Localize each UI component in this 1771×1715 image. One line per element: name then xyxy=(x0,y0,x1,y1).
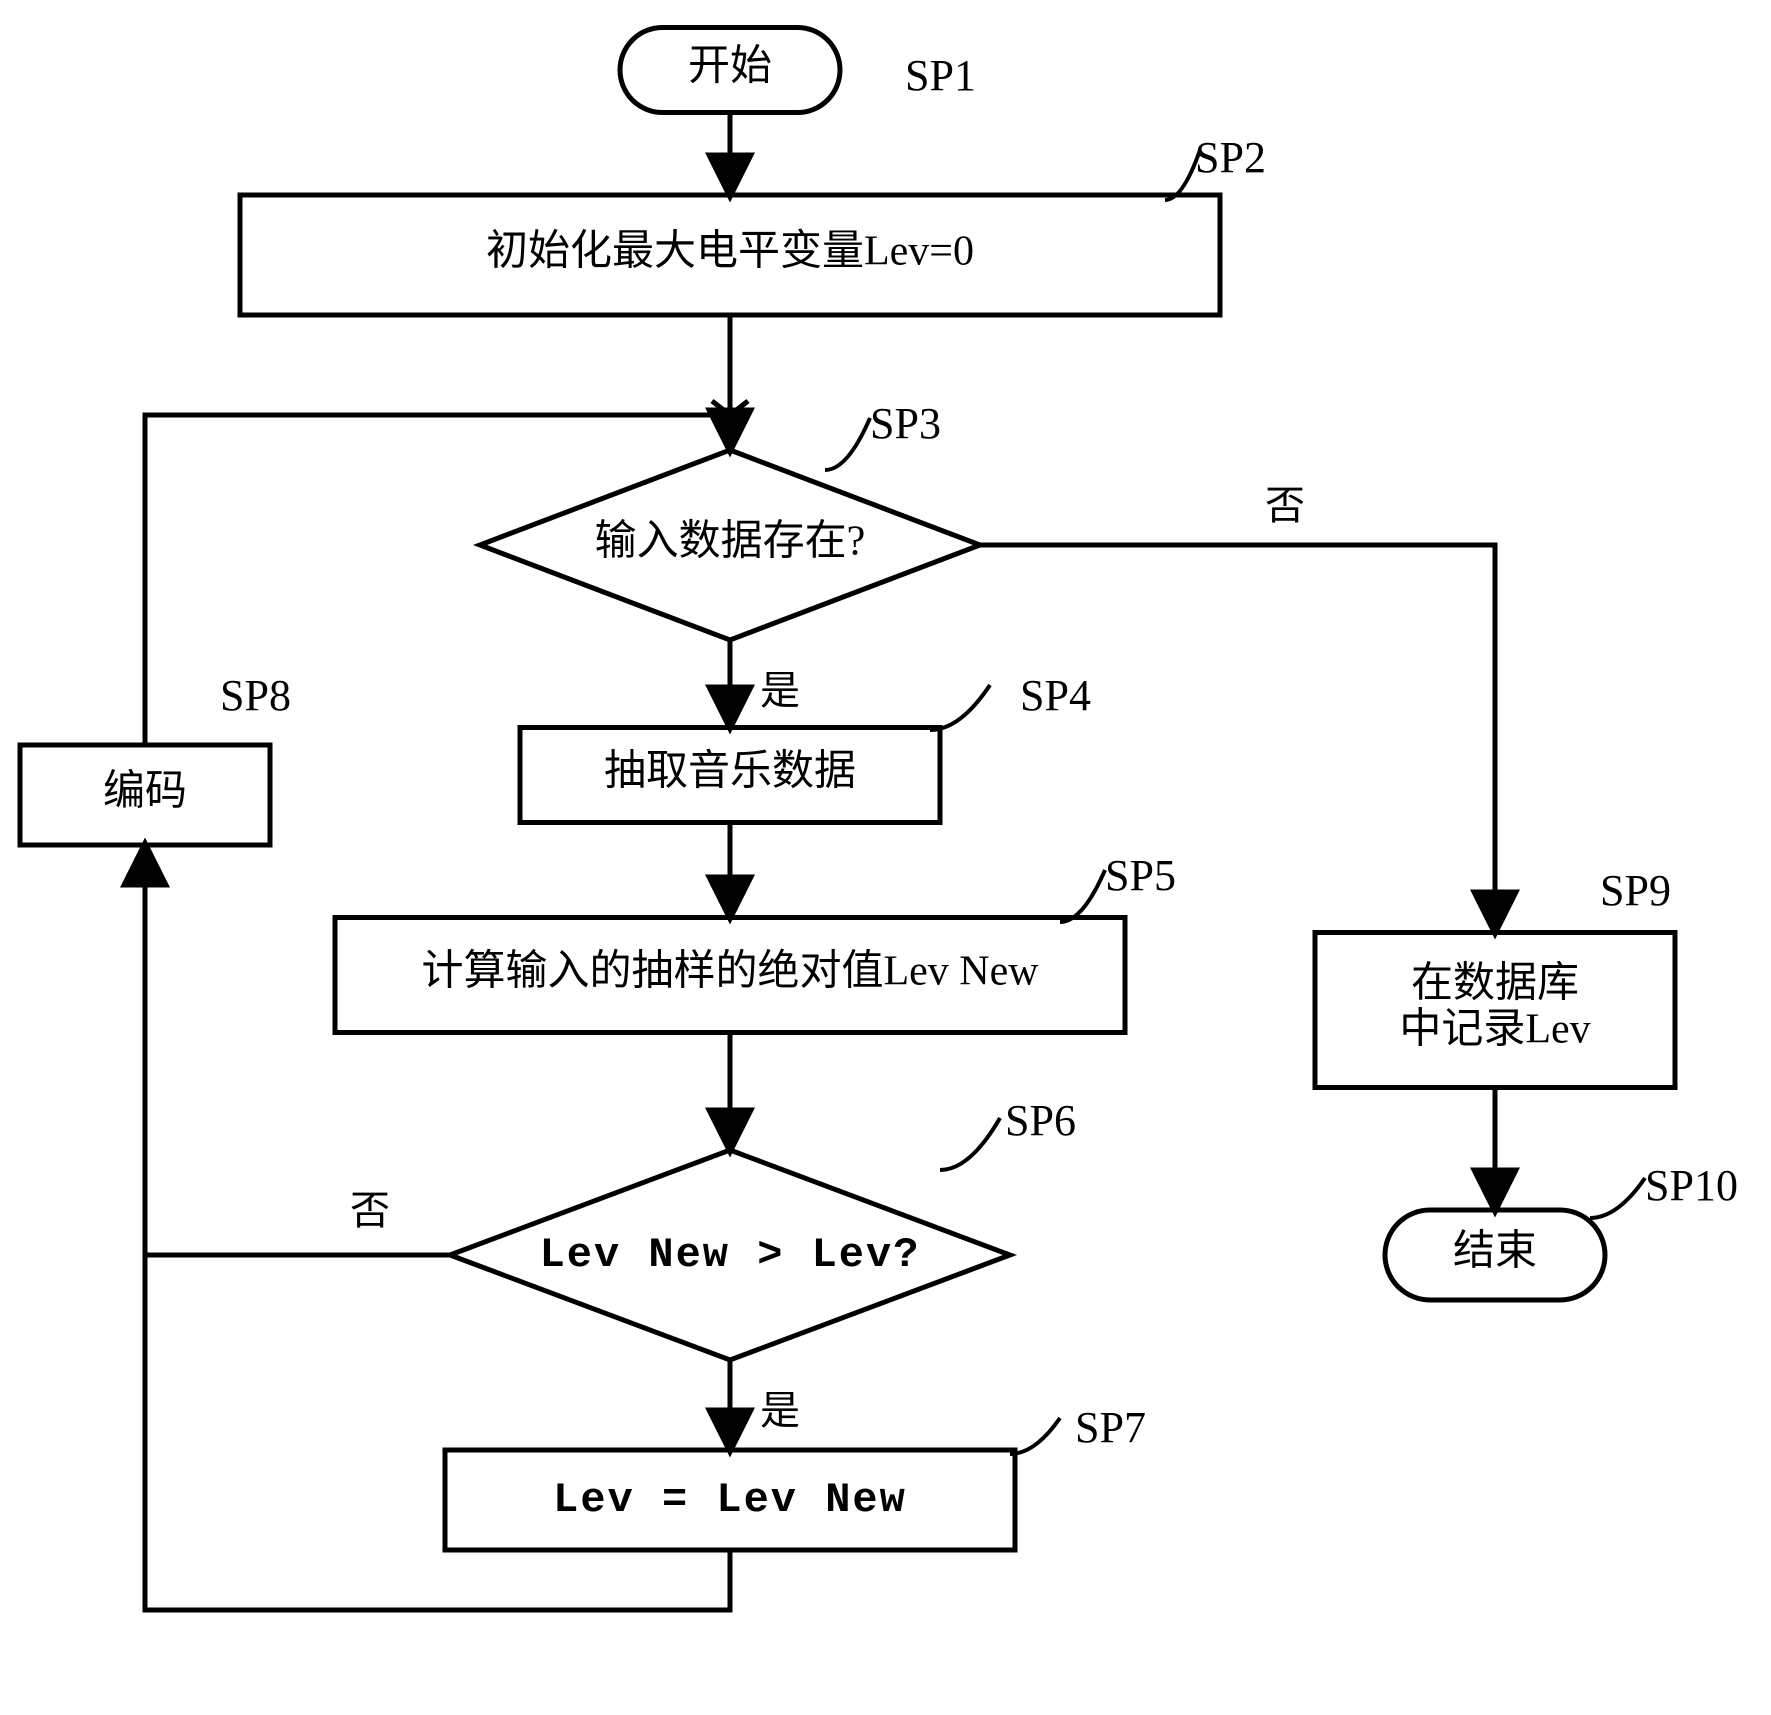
node-sp5: 计算输入的抽样的绝对值Lev New xyxy=(335,918,1125,1033)
edge-e8 xyxy=(145,845,450,1255)
flowchart-canvas: 开始初始化最大电平变量Lev=0 输入数据存在? 抽取音乐数据计算输入的抽样的绝对值… xyxy=(0,0,1771,1715)
node-sp1: 开始 xyxy=(620,28,840,113)
svg-text:在数据库: 在数据库 xyxy=(1411,961,1579,1007)
sp5-label: SP5 xyxy=(1105,851,1176,900)
sp2-label: SP2 xyxy=(1195,133,1266,182)
sp3-label: SP3 xyxy=(870,399,941,448)
node-sp7: Lev = Lev New xyxy=(445,1450,1015,1550)
edge-label-e8: 否 xyxy=(350,1188,390,1233)
sp3-text: 输入数据存在? xyxy=(595,519,866,565)
sp1-label: SP1 xyxy=(905,51,976,100)
sp8-text: 编码 xyxy=(103,769,187,815)
edge-label-e6: 是 xyxy=(760,1388,800,1433)
sp5-text: 计算输入的抽样的绝对值Lev New xyxy=(421,948,1039,995)
edge-label-e3: 是 xyxy=(760,668,800,713)
edge-e10 xyxy=(980,545,1495,932)
node-sp10: 结束 xyxy=(1385,1210,1605,1300)
sp8-label: SP8 xyxy=(220,671,291,720)
sp9-label: SP9 xyxy=(1600,866,1671,915)
node-sp8: 编码 xyxy=(20,745,270,845)
node-sp4: 抽取音乐数据 xyxy=(520,728,940,823)
edge-label-e10: 否 xyxy=(1265,483,1305,528)
node-sp2: 初始化最大电平变量Lev=0 xyxy=(240,195,1220,315)
sp4-label: SP4 xyxy=(1020,671,1091,720)
node-sp9: 在数据库中记录Lev xyxy=(1315,933,1675,1088)
sp10-text: 结束 xyxy=(1453,1229,1537,1275)
svg-text:中记录Lev: 中记录Lev xyxy=(1399,1007,1590,1053)
sp2-text: 初始化最大电平变量Lev=0 xyxy=(486,228,974,275)
sp7-text: Lev = Lev New xyxy=(553,1476,907,1524)
nodes: 开始初始化最大电平变量Lev=0 输入数据存在? 抽取音乐数据计算输入的抽样的绝对值… xyxy=(20,28,1675,1551)
node-sp3: 输入数据存在? xyxy=(480,450,980,640)
sp4-text: 抽取音乐数据 xyxy=(604,748,856,795)
sp7-label: SP7 xyxy=(1075,1403,1146,1452)
node-sp6: Lev New > Lev? xyxy=(450,1150,1010,1360)
sp10-label: SP10 xyxy=(1645,1161,1738,1210)
sp6-text: Lev New > Lev? xyxy=(540,1231,921,1279)
edges xyxy=(145,113,1495,1610)
sp6-label: SP6 xyxy=(1005,1096,1076,1145)
sp1-text: 开始 xyxy=(688,44,772,90)
